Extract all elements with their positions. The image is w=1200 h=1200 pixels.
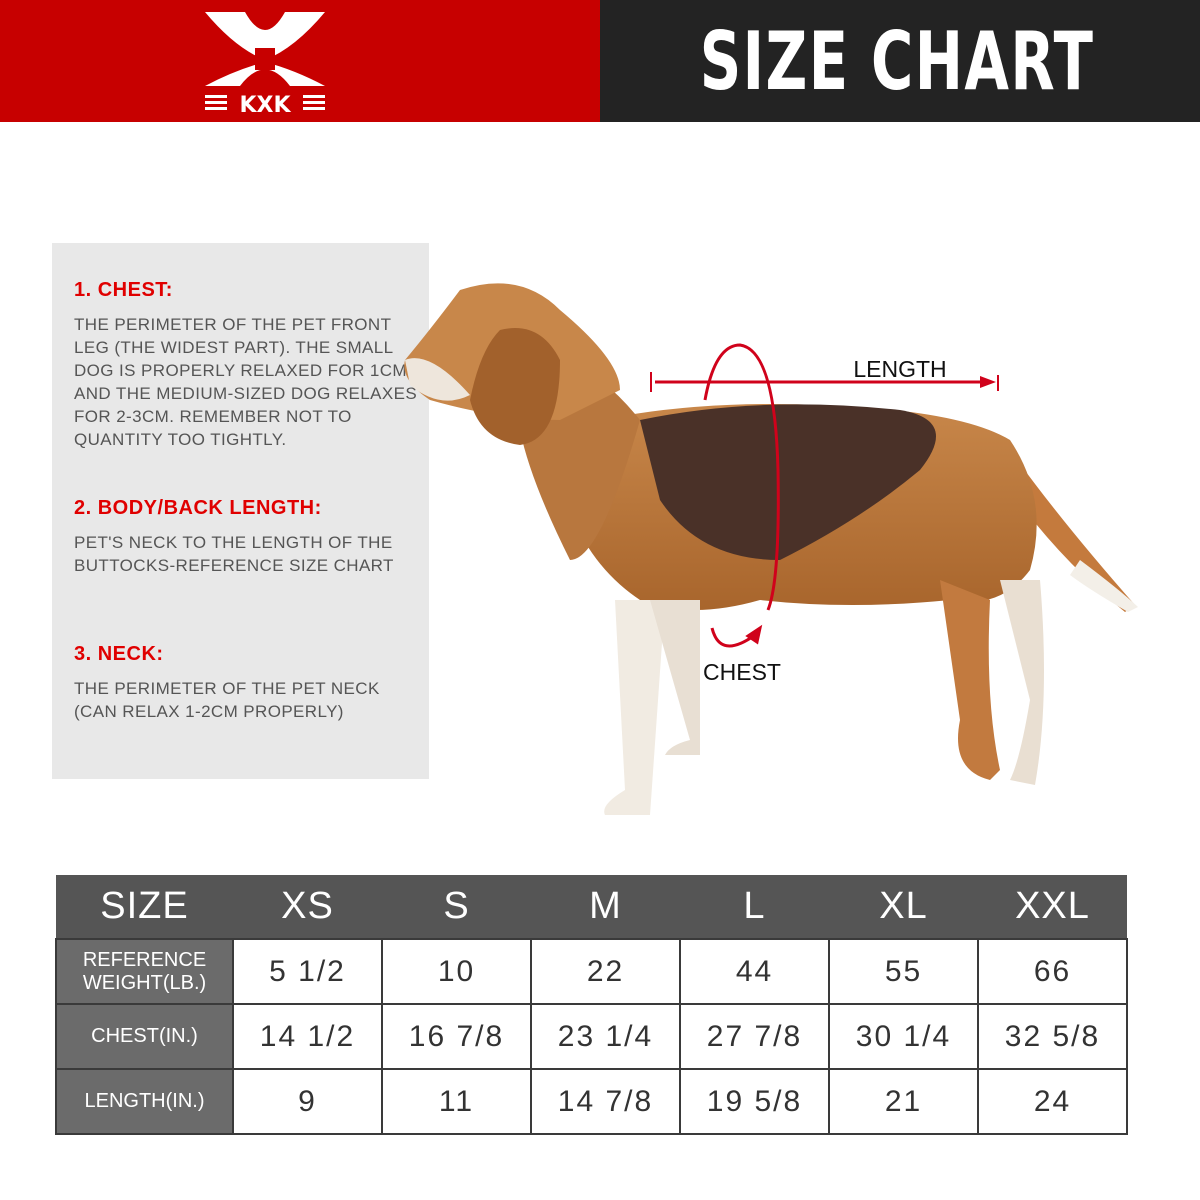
header-cell: M: [531, 875, 680, 939]
header-cell: XXL: [978, 875, 1127, 939]
table-cell: 10: [381, 938, 532, 1005]
dog-measurement-diagram: LENGTH CHEST: [404, 283, 1138, 815]
chest-label: CHEST: [703, 659, 781, 685]
row-label: CHEST(IN.): [55, 1003, 234, 1070]
header-brand-bar: KXK: [0, 0, 600, 122]
table-row: CHEST(IN.) 14 1/2 16 7/8 23 1/4 27 7/8 3…: [55, 1003, 1128, 1070]
neck-text: THE PERIMETER OF THE PET NECK (CAN RELAX…: [74, 679, 380, 721]
length-heading: 2. BODY/BACK LENGTH:: [74, 497, 322, 519]
length-label: LENGTH: [853, 356, 946, 382]
table-cell: 55: [828, 938, 979, 1005]
measurement-instructions: 1. CHEST: THE PERIMETER OF THE PET FRONT…: [52, 243, 429, 779]
row-label: REFERENCE WEIGHT(LB.): [55, 938, 234, 1005]
header-title-bar: SIZE CHART: [600, 0, 1200, 122]
size-table: SIZE XS S M L XL XXL REFERENCE WEIGHT(LB…: [55, 875, 1128, 1135]
svg-text:KXK: KXK: [239, 93, 291, 116]
table-cell: 14 7/8: [530, 1068, 681, 1135]
length-arrow: [650, 372, 999, 392]
dog-illustration: [404, 283, 1138, 815]
row-label: LENGTH(IN.): [55, 1068, 234, 1135]
header-cell: XL: [829, 875, 978, 939]
table-row: LENGTH(IN.) 9 11 14 7/8 19 5/8 21 24: [55, 1068, 1128, 1135]
table-cell: 66: [977, 938, 1128, 1005]
header-cell: L: [680, 875, 829, 939]
chest-loop: [703, 343, 780, 648]
table-cell: 11: [381, 1068, 532, 1135]
table-cell: 30 1/4: [828, 1003, 979, 1070]
table-cell: 24: [977, 1068, 1128, 1135]
header-cell: XS: [233, 875, 382, 939]
page-title: SIZE CHART: [700, 14, 1095, 108]
header-cell: S: [382, 875, 531, 939]
chest-text: THE PERIMETER OF THE PET FRONT LEG (THE …: [74, 315, 418, 449]
table-cell: 14 1/2: [232, 1003, 383, 1070]
chest-heading: 1. CHEST:: [74, 279, 173, 301]
length-text: PET'S NECK TO THE LENGTH OF THE BUTTOCKS…: [74, 533, 394, 575]
table-header-row: SIZE XS S M L XL XXL: [56, 875, 1127, 939]
table-cell: 9: [232, 1068, 383, 1135]
table-cell: 19 5/8: [679, 1068, 830, 1135]
table-cell: 22: [530, 938, 681, 1005]
table-cell: 5 1/2: [232, 938, 383, 1005]
table-cell: 44: [679, 938, 830, 1005]
table-cell: 27 7/8: [679, 1003, 830, 1070]
table-cell: 16 7/8: [381, 1003, 532, 1070]
header-cell: SIZE: [56, 875, 233, 939]
neck-heading: 3. NECK:: [74, 643, 164, 665]
table-cell: 21: [828, 1068, 979, 1135]
table-row: REFERENCE WEIGHT(LB.) 5 1/2 10 22 44 55 …: [55, 938, 1128, 1005]
kxk-logo: KXK: [205, 12, 325, 116]
table-cell: 32 5/8: [977, 1003, 1128, 1070]
table-cell: 23 1/4: [530, 1003, 681, 1070]
